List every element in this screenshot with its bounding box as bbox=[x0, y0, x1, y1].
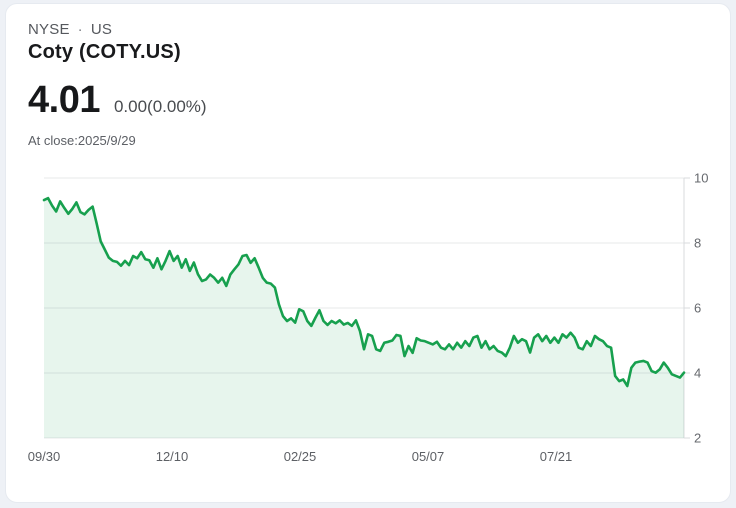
y-tick-label: 4 bbox=[694, 366, 701, 381]
y-tick-label: 2 bbox=[694, 431, 701, 446]
x-tick-label: 12/10 bbox=[156, 449, 189, 464]
price-line bbox=[42, 196, 686, 388]
x-tick-label: 07/21 bbox=[540, 449, 573, 464]
y-tick-label: 6 bbox=[694, 301, 701, 316]
price-chart[interactable]: 10 8 6 4 2 09/30 12/10 02/25 05/07 07/21 bbox=[6, 161, 730, 471]
exchange-row: NYSE · US bbox=[28, 21, 708, 38]
price-row: 4.01 0.00(0.00%) bbox=[28, 81, 708, 119]
region-label: US bbox=[90, 21, 113, 38]
stock-title: Coty (COTY.US) bbox=[28, 41, 181, 63]
price-chart-area: 10 8 6 4 2 09/30 12/10 02/25 05/07 07/21 bbox=[6, 161, 730, 471]
exchange-label: NYSE bbox=[28, 21, 70, 38]
x-tick-label: 09/30 bbox=[28, 449, 61, 464]
as-of-date: At close:2025/9/29 bbox=[28, 133, 136, 148]
separator-dot: · bbox=[77, 21, 83, 38]
y-tick-label: 8 bbox=[694, 236, 701, 251]
price-change: 0.00(0.00%) bbox=[113, 97, 207, 116]
price-area-fill bbox=[44, 198, 684, 438]
quote-header: NYSE · US Coty (COTY.US) 4.01 0.00(0.00%… bbox=[6, 4, 730, 148]
stock-quote-card: NYSE · US Coty (COTY.US) 4.01 0.00(0.00%… bbox=[5, 3, 731, 503]
x-tick-label: 05/07 bbox=[412, 449, 445, 464]
x-tick-label: 02/25 bbox=[284, 449, 317, 464]
y-tick-label: 10 bbox=[694, 171, 708, 186]
last-price: 4.01 bbox=[28, 79, 100, 121]
